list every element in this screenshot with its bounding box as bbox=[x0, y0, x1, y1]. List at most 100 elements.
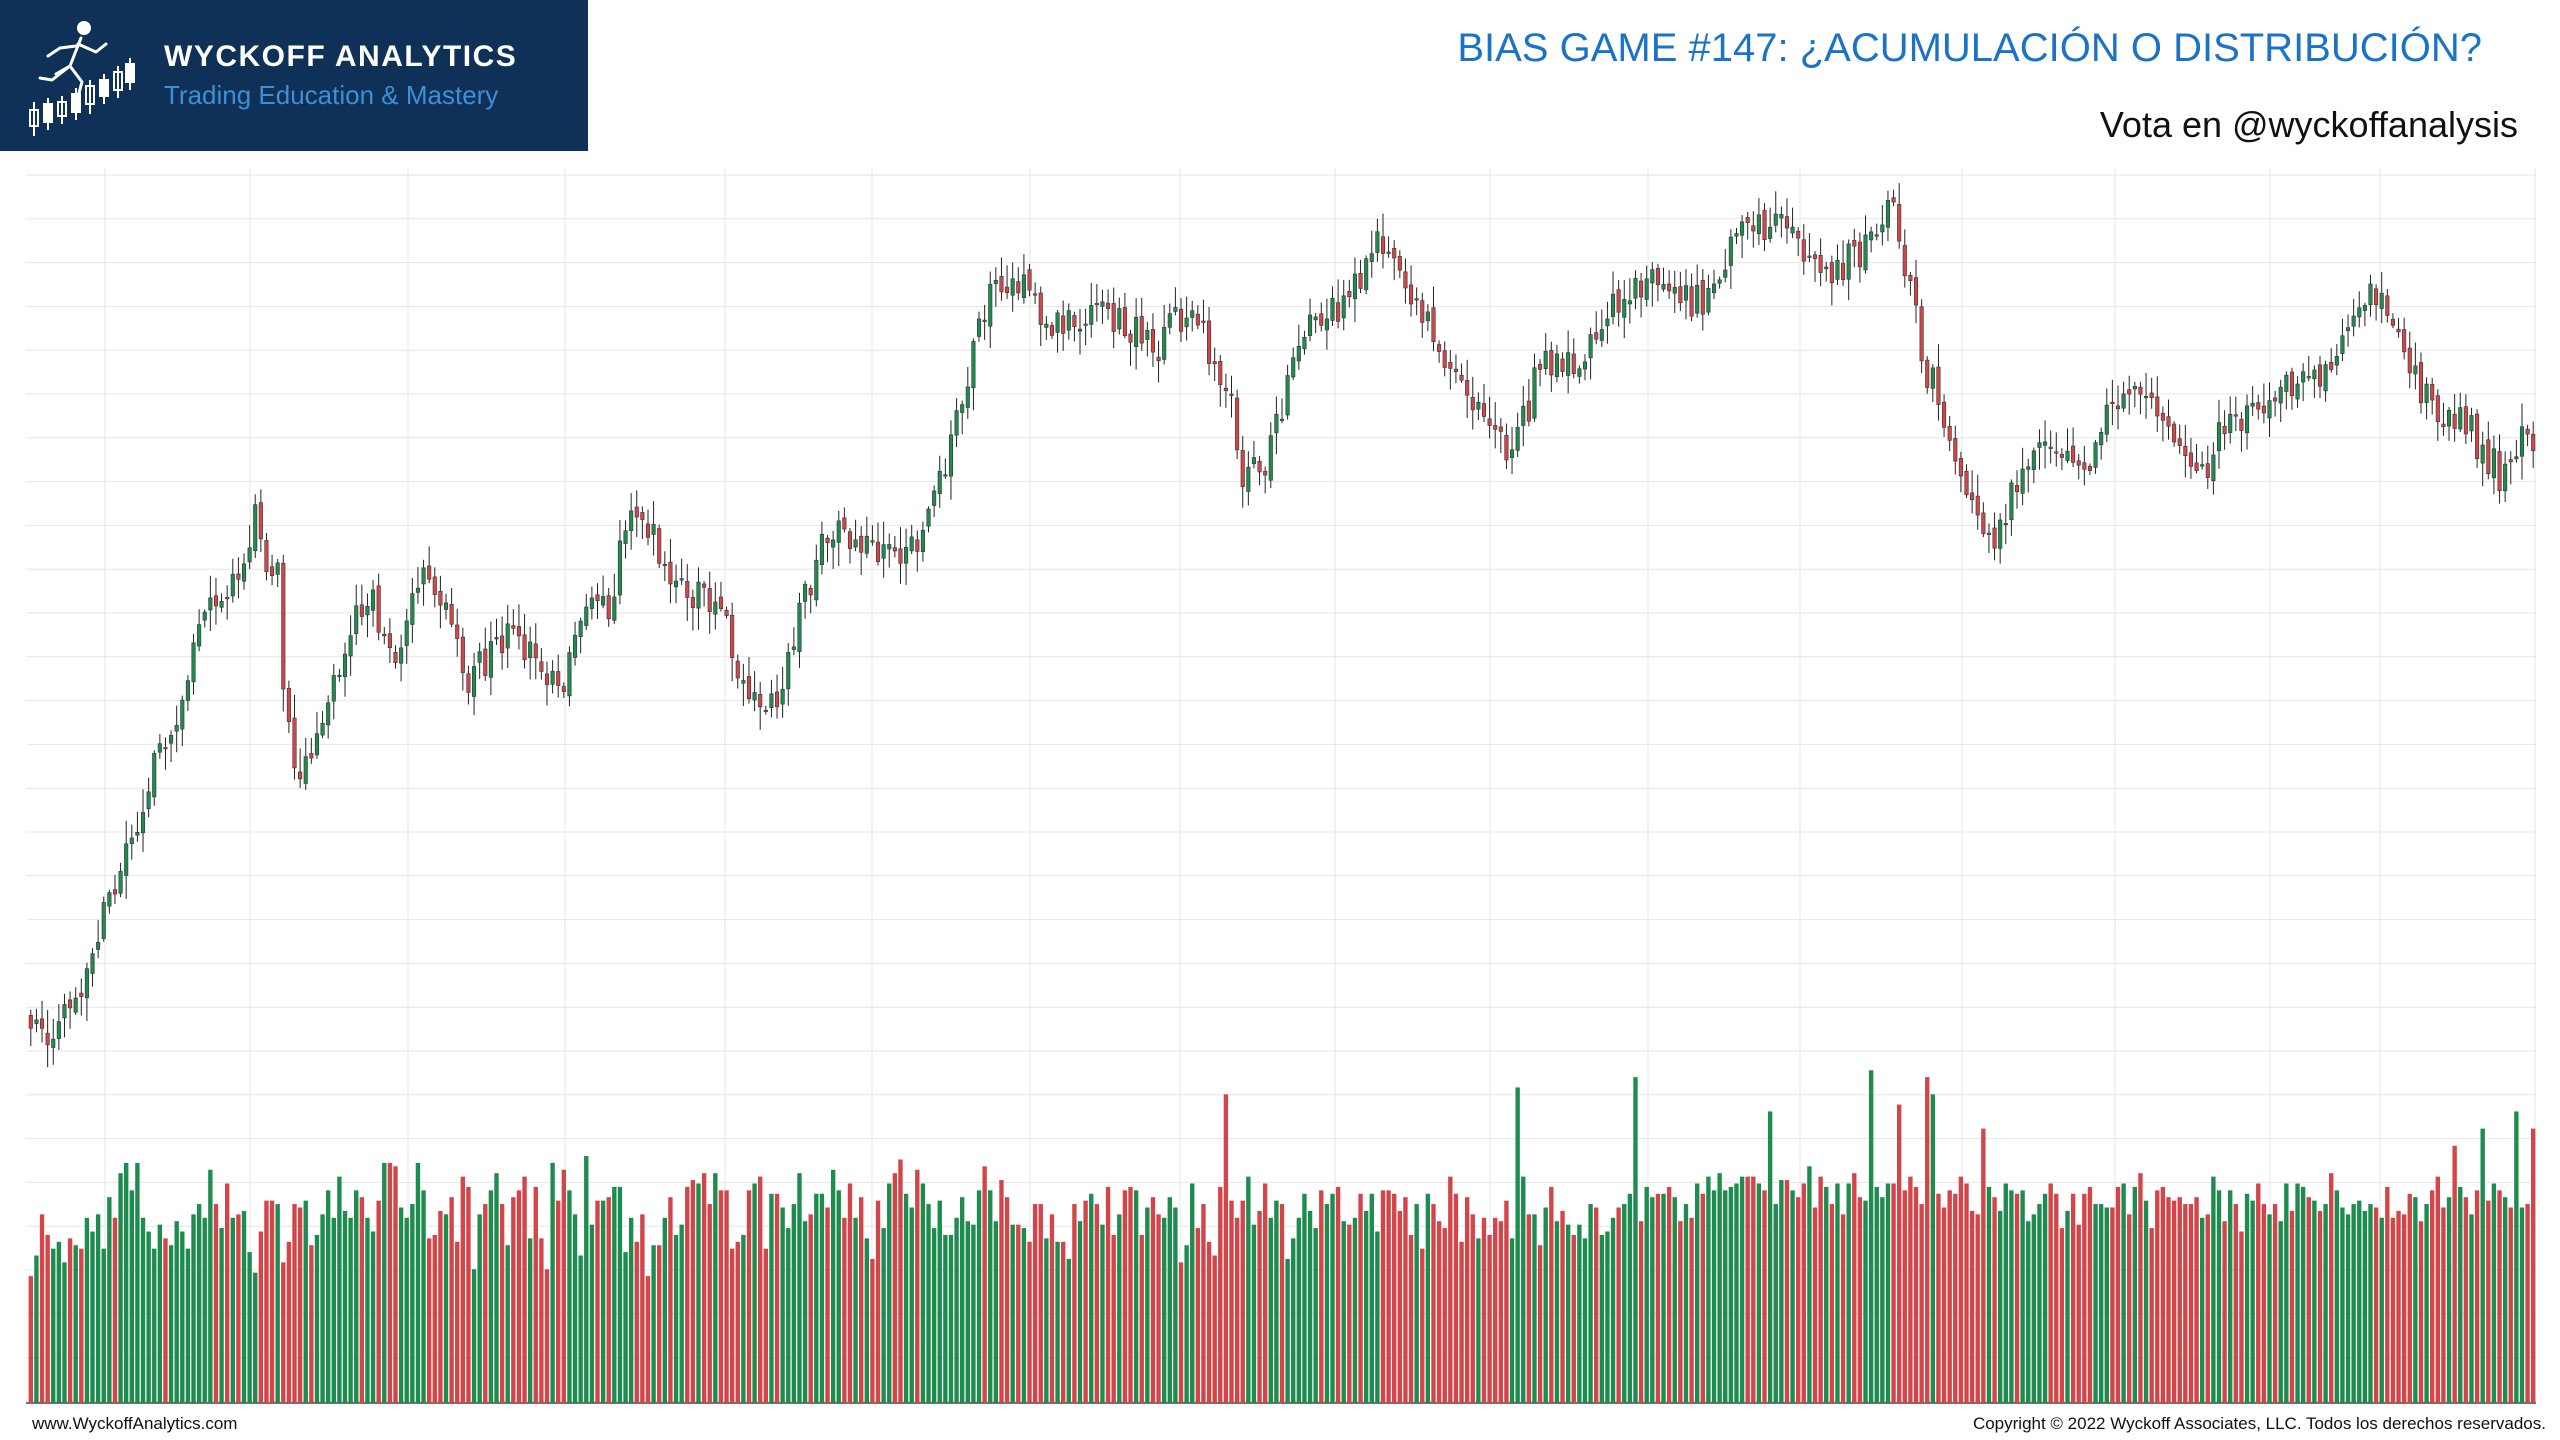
candle-down bbox=[1678, 286, 1683, 304]
volume-bar-up bbox=[1807, 1166, 1812, 1403]
volume-bar-up bbox=[909, 1207, 914, 1403]
volume-bar-down bbox=[2014, 1193, 2020, 1403]
volume-bar-down bbox=[825, 1207, 830, 1403]
volume-bar-down bbox=[2418, 1221, 2424, 1403]
volume-bar-up bbox=[1173, 1207, 1178, 1403]
volume-bar-up bbox=[1986, 1186, 1992, 1403]
volume-bar-down bbox=[1072, 1204, 1077, 1403]
candle-up bbox=[1880, 224, 1885, 233]
volume-bar-down bbox=[640, 1214, 645, 1403]
candle-up bbox=[803, 583, 808, 602]
candle-down bbox=[1526, 400, 1531, 422]
volume-bar-down bbox=[1094, 1204, 1100, 1403]
candle-up bbox=[887, 544, 892, 550]
candle-down bbox=[1106, 302, 1111, 309]
candle-down bbox=[516, 626, 521, 637]
volume-bar-down bbox=[763, 1248, 769, 1403]
volume-bar-down bbox=[1223, 1094, 1229, 1403]
volume-bar-up bbox=[931, 1228, 937, 1403]
volume-bar-up bbox=[1846, 1183, 1851, 1403]
volume-bar-down bbox=[1358, 1193, 1363, 1403]
volume-bar-down bbox=[1504, 1200, 1509, 1403]
volume-bar-down bbox=[685, 1186, 690, 1403]
candle-down bbox=[1442, 350, 1447, 368]
volume-bar-down bbox=[1448, 1176, 1453, 1403]
candle-down bbox=[2183, 445, 2188, 457]
candle-up bbox=[1302, 337, 1307, 350]
candle-down bbox=[1212, 361, 1217, 364]
price-candles bbox=[28, 183, 2536, 1068]
candle-down bbox=[1812, 254, 1818, 259]
candle-up bbox=[382, 633, 387, 637]
volume-bar-up bbox=[1521, 1176, 1526, 1403]
candle-up bbox=[2026, 466, 2031, 470]
candle-up bbox=[1044, 323, 1049, 328]
volume-bar-up bbox=[926, 1204, 931, 1403]
candle-down bbox=[1420, 300, 1425, 323]
candle-up bbox=[2104, 404, 2109, 435]
candle-up bbox=[152, 753, 157, 798]
candle-down bbox=[1689, 286, 1694, 317]
candle-down bbox=[1358, 273, 1363, 289]
volume-bar-down bbox=[258, 1231, 264, 1403]
candle-up bbox=[1734, 233, 1739, 237]
candle-down bbox=[2317, 364, 2323, 387]
candle-down bbox=[2329, 361, 2334, 370]
candle-up bbox=[1369, 253, 1374, 262]
candle-up bbox=[1846, 243, 1851, 280]
candle-up bbox=[589, 597, 594, 609]
volume-bar-down bbox=[2194, 1197, 2199, 1403]
candle-up bbox=[937, 470, 942, 494]
volume-bar-down bbox=[466, 1186, 471, 1403]
candle-up bbox=[1661, 284, 1666, 290]
candle-down bbox=[1207, 320, 1212, 364]
volume-bar-down bbox=[1947, 1190, 1952, 1403]
volume-bar-up bbox=[1756, 1183, 1762, 1403]
volume-bar-up bbox=[1307, 1210, 1313, 1403]
volume-bar-down bbox=[2087, 1186, 2093, 1403]
candle-down bbox=[1639, 280, 1644, 298]
volume-bar-down bbox=[1678, 1221, 1683, 1403]
candle-up bbox=[1723, 269, 1728, 278]
candle-up bbox=[1476, 401, 1481, 410]
candle-down bbox=[1852, 240, 1857, 247]
volume-bar-up bbox=[1133, 1190, 1139, 1403]
candle-up bbox=[230, 573, 235, 597]
volume-bar-down bbox=[2054, 1193, 2059, 1403]
volume-bar-up bbox=[56, 1241, 62, 1403]
volume-bar-down bbox=[1560, 1210, 1565, 1403]
volume-bar-down bbox=[1784, 1180, 1790, 1403]
volume-bar-down bbox=[2525, 1204, 2530, 1403]
candle-down bbox=[1397, 255, 1402, 271]
candle-up bbox=[1167, 313, 1172, 328]
volume-bar-up bbox=[157, 1224, 163, 1403]
volume-bar-down bbox=[1195, 1228, 1201, 1403]
candle-up bbox=[2323, 364, 2328, 392]
volume-bar-up bbox=[2357, 1200, 2362, 1403]
volume-bar-down bbox=[286, 1241, 292, 1403]
candle-down bbox=[690, 597, 695, 608]
volume-bar-down bbox=[387, 1162, 393, 1403]
candle-up bbox=[1515, 427, 1520, 451]
volume-bar-down bbox=[707, 1204, 712, 1403]
volume-bar-up bbox=[2458, 1186, 2463, 1403]
volume-bar-up bbox=[1246, 1176, 1251, 1403]
volume-bar-down bbox=[438, 1210, 443, 1403]
candle-down bbox=[2087, 465, 2092, 471]
candle-up bbox=[1510, 449, 1515, 459]
volume-bar-up bbox=[208, 1169, 213, 1403]
volume-bar-down bbox=[533, 1186, 538, 1403]
volume-bar-up bbox=[101, 1248, 106, 1403]
candle-up bbox=[960, 404, 965, 413]
volume-bar-down bbox=[2160, 1186, 2166, 1403]
candle-down bbox=[449, 604, 454, 625]
website-link[interactable]: www.WyckoffAnalytics.com bbox=[32, 1414, 238, 1433]
volume-bar-down bbox=[1840, 1214, 1846, 1403]
volume-bar-up bbox=[920, 1183, 926, 1403]
candle-down bbox=[1796, 230, 1801, 239]
candle-up bbox=[1807, 255, 1812, 258]
candle-up bbox=[1824, 266, 1829, 270]
candle-up bbox=[713, 601, 718, 615]
candle-down bbox=[1072, 315, 1077, 328]
volume-bar-up bbox=[471, 1269, 477, 1403]
